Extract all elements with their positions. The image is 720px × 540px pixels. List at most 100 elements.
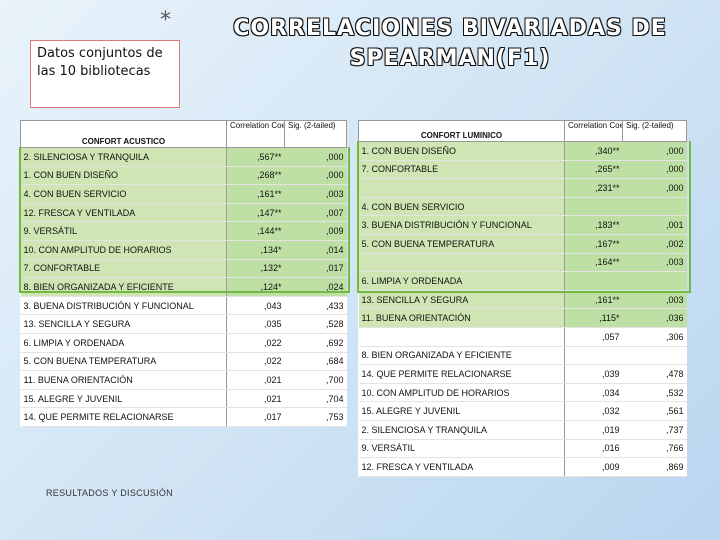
- table-row: 10. CON AMPLITUD DE HORARIOS ,134* ,014: [20, 240, 347, 260]
- table-row: 4. CON BUEN SERVICIO: [358, 197, 687, 217]
- row-correlation: ,043: [226, 296, 285, 316]
- row-correlation: ,115*: [564, 308, 623, 328]
- table-row: 4. CON BUEN SERVICIO ,161** ,003: [20, 184, 347, 204]
- row-label: 12. FRESCA Y VENTILADA: [358, 457, 565, 477]
- table-row: 11. BUENA ORIENTACIÓN ,021,700: [20, 370, 347, 390]
- row-sig: ,766: [622, 439, 687, 459]
- row-sig: ,704: [284, 389, 347, 409]
- row-correlation: ,144**: [226, 221, 285, 241]
- row-label: 14. QUE PERMITE RELACIONARSE: [20, 407, 227, 427]
- table-row: 2. SILENCIOSA Y TRANQUILA ,567** ,000: [20, 147, 347, 167]
- row-sig: [622, 271, 687, 291]
- row-label: 4. CON BUEN SERVICIO: [20, 184, 227, 204]
- table-row: 9. VERSÁTIL ,144** ,009: [20, 221, 347, 241]
- row-sig: ,024: [284, 277, 347, 297]
- footer-label: RESULTADOS Y DISCUSIÓN: [46, 488, 173, 498]
- table-row: 8. BIEN ORGANIZADA Y EFICIENTE ,124* ,024: [20, 277, 347, 297]
- table-row: 5. CON BUENA TEMPERATURA ,022,684: [20, 352, 347, 372]
- row-sig: ,700: [284, 370, 347, 390]
- row-sig: ,007: [284, 203, 347, 223]
- row-correlation: ,057: [564, 327, 623, 347]
- row-sig: ,433: [284, 296, 347, 316]
- row-sig: ,002: [622, 234, 687, 254]
- row-correlation: ,167**: [564, 234, 623, 254]
- row-label: 11. BUENA ORIENTACIÓN: [20, 370, 227, 390]
- table-row: 2. SILENCIOSA Y TRANQUILA ,019,737: [358, 420, 687, 440]
- table-row: ,164** ,003: [358, 253, 687, 273]
- note-box: Datos conjuntos de las 10 bibliotecas: [30, 40, 180, 108]
- table-row: 12. FRESCA Y VENTILADA ,147** ,007: [20, 203, 347, 223]
- row-correlation: ,019: [564, 420, 623, 440]
- row-correlation: ,034: [564, 383, 623, 403]
- row-label: 5. CON BUENA TEMPERATURA: [358, 234, 565, 254]
- table-row: 1. CON BUEN DISEÑO ,268** ,000: [20, 166, 347, 186]
- row-correlation: ,268**: [226, 166, 285, 186]
- row-sig: ,003: [622, 290, 687, 310]
- row-label: 1. CON BUEN DISEÑO: [358, 141, 565, 161]
- row-correlation: ,265**: [564, 160, 623, 180]
- table-row: 14. QUE PERMITE RELACIONARSE ,017,753: [20, 407, 347, 427]
- row-correlation: ,183**: [564, 215, 623, 235]
- row-sig: ,003: [622, 253, 687, 273]
- row-sig: ,684: [284, 352, 347, 372]
- row-correlation: ,032: [564, 401, 623, 421]
- row-correlation: ,039: [564, 364, 623, 384]
- row-correlation: ,567**: [226, 147, 285, 167]
- table-header: CONFORT LUMINICO: [358, 120, 565, 142]
- row-correlation: [564, 346, 623, 366]
- row-label: 8. BIEN ORGANIZADA Y EFICIENTE: [20, 277, 227, 297]
- row-label: 7. CONFORTABLE: [358, 160, 565, 180]
- row-label: 2. SILENCIOSA Y TRANQUILA: [358, 420, 565, 440]
- row-correlation: ,132*: [226, 259, 285, 279]
- row-sig: ,000: [284, 166, 347, 186]
- row-correlation: ,021: [226, 389, 285, 409]
- row-sig: ,017: [284, 259, 347, 279]
- row-correlation: ,035: [226, 314, 285, 334]
- table-row: 10. CON AMPLITUD DE HORARIOS ,034,532: [358, 383, 687, 403]
- row-sig: ,869: [622, 457, 687, 477]
- table-row: 15. ALEGRE Y JUVENIL ,032,561: [358, 401, 687, 421]
- row-sig: ,000: [284, 147, 347, 167]
- row-sig: ,478: [622, 364, 687, 384]
- row-label: 6. LIMPIA Y ORDENADA: [358, 271, 565, 291]
- row-correlation: ,124*: [226, 277, 285, 297]
- table-row: 6. LIMPIA Y ORDENADA ,022,692: [20, 333, 347, 353]
- table-row: 6. LIMPIA Y ORDENADA: [358, 271, 687, 291]
- row-label: 12. FRESCA Y VENTILADA: [20, 203, 227, 223]
- row-label: 8. BIEN ORGANIZADA Y EFICIENTE: [358, 346, 565, 366]
- table-row: 14. QUE PERMITE RELACIONARSE ,039,478: [358, 364, 687, 384]
- row-sig: ,000: [622, 160, 687, 180]
- table-row: 3. BUENA DISTRIBUCIÓN Y FUNCIONAL ,043,43…: [20, 296, 347, 316]
- table-row: 15. ALEGRE Y JUVENIL ,021,704: [20, 389, 347, 409]
- col-sig: Sig. (2-tailed): [284, 120, 347, 148]
- row-correlation: ,134*: [226, 240, 285, 260]
- row-correlation: ,340**: [564, 141, 623, 161]
- row-label: 9. VERSÁTIL: [20, 221, 227, 241]
- row-sig: ,532: [622, 383, 687, 403]
- row-sig: ,306: [622, 327, 687, 347]
- row-label: 10. CON AMPLITUD DE HORARIOS: [20, 240, 227, 260]
- row-sig: ,692: [284, 333, 347, 353]
- row-sig: ,528: [284, 314, 347, 334]
- col-correlation: Correlation Coefficient: [226, 120, 285, 148]
- row-correlation: ,022: [226, 333, 285, 353]
- row-sig: ,000: [622, 178, 687, 198]
- col-correlation: Correlation Coefficient: [564, 120, 623, 142]
- table-confort-acustico: CONFORT ACUSTICO Correlation Coefficient…: [20, 120, 347, 427]
- row-sig: ,001: [622, 215, 687, 235]
- row-sig: [622, 197, 687, 217]
- row-label: 7. CONFORTABLE: [20, 259, 227, 279]
- table-row: 9. VERSÁTIL ,016,766: [358, 439, 687, 459]
- row-correlation: ,009: [564, 457, 623, 477]
- table-body: 2. SILENCIOSA Y TRANQUILA ,567** ,000 1. CO…: [20, 147, 347, 427]
- title-line-2: SPEARMAN(F1): [349, 46, 551, 71]
- row-label: 13. SENCILLA Y SEGURA: [20, 314, 227, 334]
- row-correlation: ,021: [226, 370, 285, 390]
- row-correlation: ,231**: [564, 178, 623, 198]
- row-sig: ,009: [284, 221, 347, 241]
- row-label: 15. ALEGRE Y JUVENIL: [20, 389, 227, 409]
- row-label: 13. SENCILLA Y SEGURA: [358, 290, 565, 310]
- row-label: 11. BUENA ORIENTACIÓN: [358, 308, 565, 328]
- row-sig: ,003: [284, 184, 347, 204]
- row-correlation: ,164**: [564, 253, 623, 273]
